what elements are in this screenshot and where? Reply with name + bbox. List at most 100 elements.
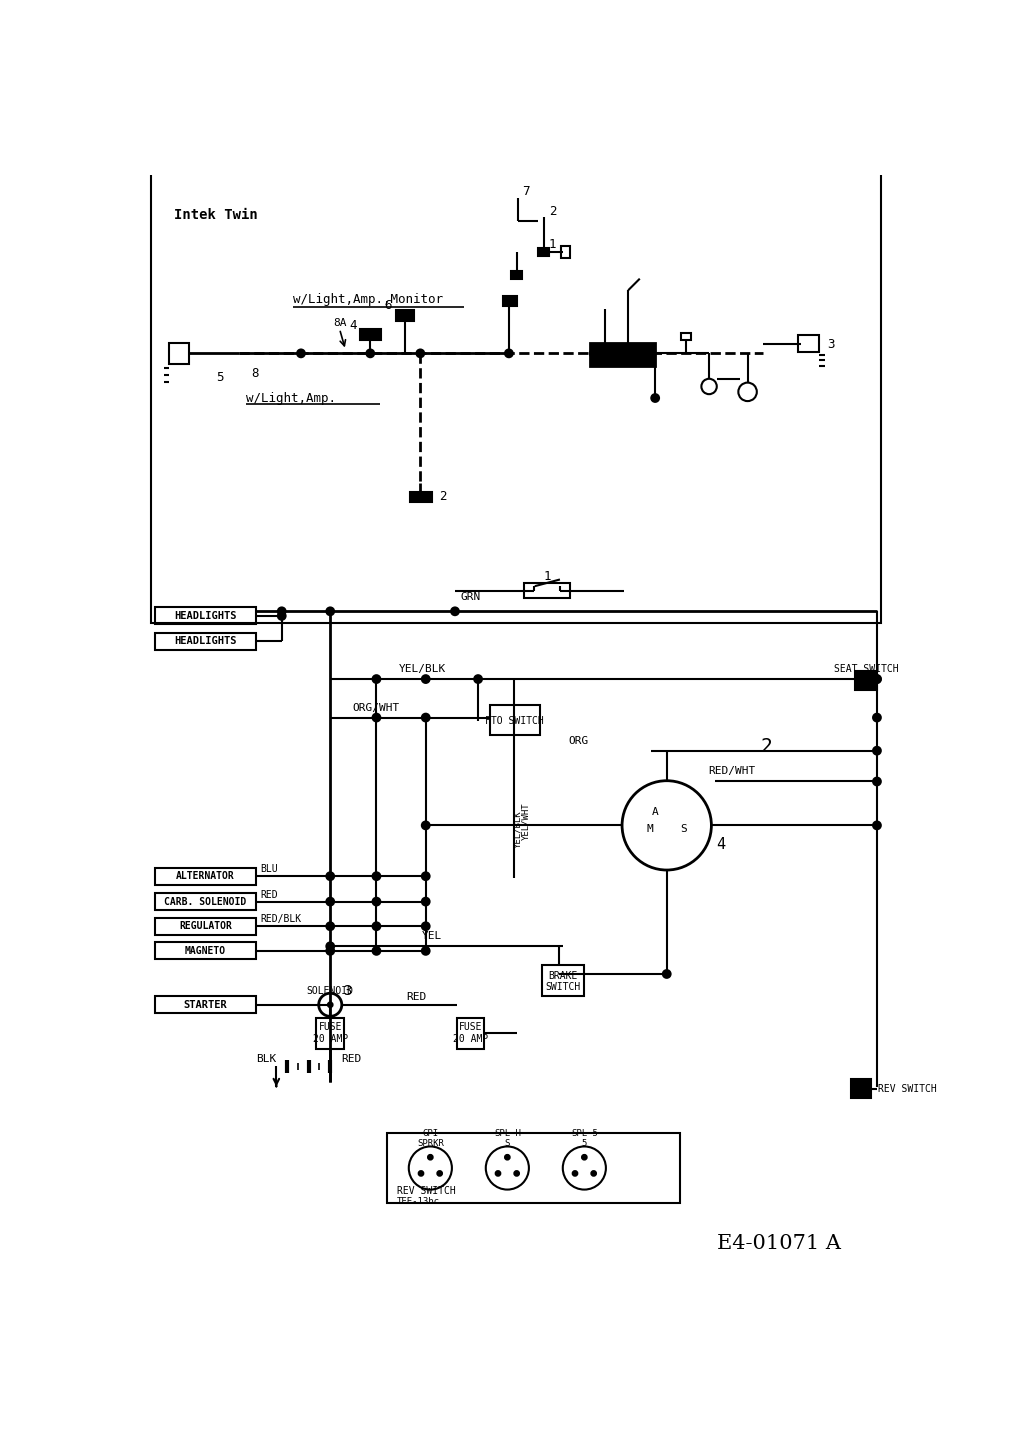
Circle shape xyxy=(419,1171,423,1176)
Circle shape xyxy=(422,821,429,830)
Text: FTO SWITCH: FTO SWITCH xyxy=(485,716,544,725)
Circle shape xyxy=(297,349,304,357)
Bar xyxy=(561,246,571,258)
Circle shape xyxy=(373,923,380,930)
Bar xyxy=(538,248,549,256)
Bar xyxy=(155,633,256,649)
Bar xyxy=(542,965,584,996)
Bar xyxy=(850,1079,871,1098)
Circle shape xyxy=(373,713,380,721)
Text: 7: 7 xyxy=(522,185,529,198)
Bar xyxy=(317,1018,344,1048)
Circle shape xyxy=(326,942,334,951)
Circle shape xyxy=(278,607,286,614)
Text: 4: 4 xyxy=(716,837,725,852)
Bar xyxy=(456,1018,484,1048)
Text: w/Light,Amp.: w/Light,Amp. xyxy=(246,392,335,405)
Text: RED: RED xyxy=(407,992,426,1002)
Circle shape xyxy=(422,713,429,721)
Circle shape xyxy=(591,1171,596,1176)
Circle shape xyxy=(495,1171,501,1176)
Bar xyxy=(387,1133,680,1203)
Circle shape xyxy=(422,923,429,930)
Circle shape xyxy=(873,778,880,785)
Circle shape xyxy=(873,713,880,721)
Bar xyxy=(503,297,517,306)
Circle shape xyxy=(326,898,334,906)
Circle shape xyxy=(328,1003,332,1008)
Circle shape xyxy=(486,1146,528,1190)
Text: HEADLIGHTS: HEADLIGHTS xyxy=(174,612,236,620)
Text: 3: 3 xyxy=(827,338,835,351)
Text: YEL/BLK: YEL/BLK xyxy=(399,664,446,674)
Circle shape xyxy=(663,970,671,978)
Bar xyxy=(151,140,880,623)
Text: S: S xyxy=(680,824,687,834)
Text: BRAKE
SWITCH: BRAKE SWITCH xyxy=(545,971,580,993)
Text: 4: 4 xyxy=(349,319,356,332)
Text: YEL/WHT: YEL/WHT xyxy=(521,802,530,840)
Text: M: M xyxy=(646,824,653,834)
Circle shape xyxy=(622,780,711,871)
Text: MAGNETO: MAGNETO xyxy=(185,946,226,957)
Circle shape xyxy=(373,676,380,683)
Bar xyxy=(155,893,256,910)
Text: 1: 1 xyxy=(549,237,556,250)
Text: 8A: 8A xyxy=(333,317,347,328)
Text: w/Light,Amp.,Monitor: w/Light,Amp.,Monitor xyxy=(293,293,444,306)
Text: RED: RED xyxy=(260,890,278,900)
Text: HEADLIGHTS: HEADLIGHTS xyxy=(174,636,236,646)
Text: 2: 2 xyxy=(440,491,447,504)
Circle shape xyxy=(422,676,429,683)
Bar xyxy=(524,582,571,598)
Text: YEL: YEL xyxy=(422,932,442,941)
Circle shape xyxy=(873,747,880,754)
Circle shape xyxy=(428,1155,432,1159)
Bar xyxy=(411,492,431,502)
Text: REV SWITCH: REV SWITCH xyxy=(397,1187,456,1197)
Circle shape xyxy=(373,946,380,955)
Bar xyxy=(680,332,691,341)
Bar xyxy=(168,342,189,364)
Circle shape xyxy=(373,872,380,879)
Text: 6: 6 xyxy=(384,298,392,312)
Circle shape xyxy=(873,676,880,683)
Circle shape xyxy=(409,1146,452,1190)
Bar xyxy=(155,917,256,935)
Text: RED/BLK: RED/BLK xyxy=(260,914,301,925)
Circle shape xyxy=(326,872,334,879)
Circle shape xyxy=(326,946,334,955)
Circle shape xyxy=(366,349,375,357)
Text: YEL/BLK: YEL/BLK xyxy=(514,811,522,847)
Circle shape xyxy=(505,1155,510,1159)
Text: CARB. SOLENOID: CARB. SOLENOID xyxy=(164,897,247,907)
Text: GPI
SPRKR: GPI SPRKR xyxy=(417,1128,444,1149)
Text: SPL-H
S: SPL-H S xyxy=(494,1128,521,1149)
Bar xyxy=(155,868,256,885)
Text: SEAT SWITCH: SEAT SWITCH xyxy=(834,664,899,674)
Text: 3: 3 xyxy=(343,984,351,997)
Text: 8: 8 xyxy=(251,367,258,380)
Circle shape xyxy=(373,898,380,906)
Bar xyxy=(395,310,414,320)
Text: REGULATOR: REGULATOR xyxy=(180,922,232,932)
Text: Intek Twin: Intek Twin xyxy=(174,208,258,221)
Circle shape xyxy=(873,821,880,830)
Text: FUSE
20 AMP: FUSE 20 AMP xyxy=(313,1022,348,1044)
Circle shape xyxy=(438,1171,442,1176)
Text: BLK: BLK xyxy=(256,1054,277,1064)
Circle shape xyxy=(422,872,429,879)
Bar xyxy=(856,671,877,690)
Text: ALTERNATOR: ALTERNATOR xyxy=(176,871,235,881)
Circle shape xyxy=(573,1171,577,1176)
Bar xyxy=(359,329,381,339)
Text: STARTER: STARTER xyxy=(184,1000,227,1010)
Text: SPL-5
5: SPL-5 5 xyxy=(571,1128,598,1149)
Text: FUSE
20 AMP: FUSE 20 AMP xyxy=(453,1022,488,1044)
Text: GRN: GRN xyxy=(460,591,481,601)
Text: REV SWITCH: REV SWITCH xyxy=(878,1083,937,1093)
Text: ORG: ORG xyxy=(568,735,588,745)
Text: RED: RED xyxy=(341,1054,361,1064)
Circle shape xyxy=(417,349,424,357)
Text: RED/WHT: RED/WHT xyxy=(709,766,755,776)
